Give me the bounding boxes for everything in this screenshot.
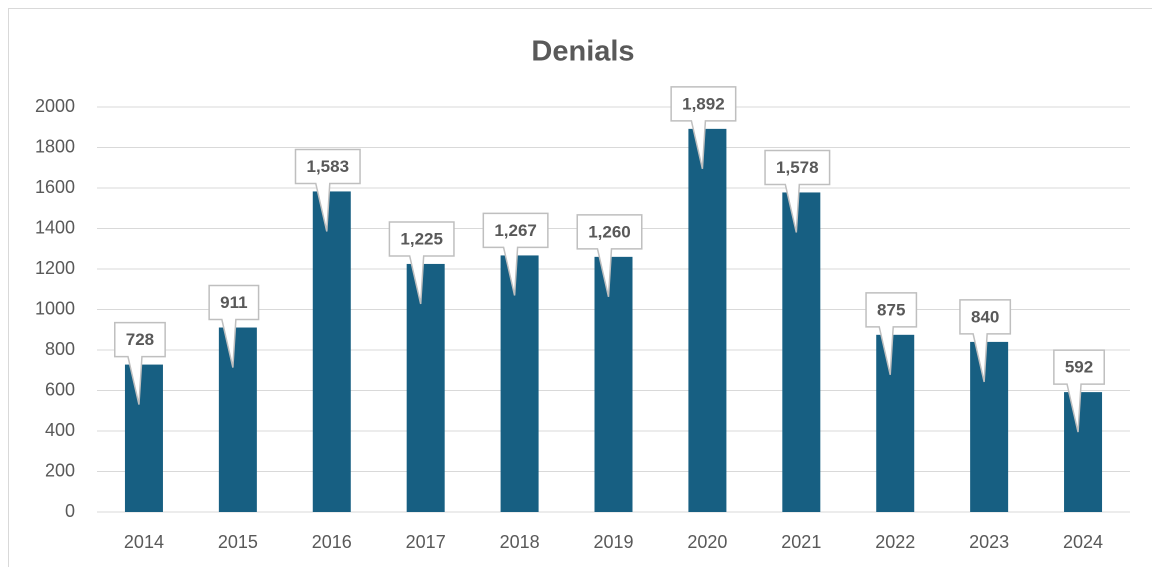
- data-label-callout: [670, 86, 737, 170]
- y-tick-label: 1000: [35, 298, 75, 318]
- chart-title: Denials: [531, 36, 634, 68]
- bar: [876, 334, 915, 512]
- data-label-callout: [1053, 349, 1105, 433]
- data-label-callout: [865, 292, 918, 375]
- data-label: 592: [1065, 358, 1093, 377]
- y-tick-label: 1400: [35, 217, 75, 237]
- data-label-callout: [208, 284, 260, 368]
- y-tick-label: 1800: [35, 136, 75, 156]
- data-label-callout: [388, 221, 455, 305]
- bar: [688, 128, 727, 512]
- x-tick-label: 2015: [218, 532, 258, 552]
- data-label: 728: [126, 330, 154, 349]
- x-tick-label: 2020: [687, 532, 727, 552]
- data-label-callout: [576, 214, 643, 298]
- x-tick-label: 2018: [500, 532, 540, 552]
- bar: [218, 327, 257, 512]
- data-label-callout: [764, 149, 831, 233]
- data-label-callout: [294, 148, 361, 232]
- data-label: 911: [220, 293, 247, 312]
- x-tick-label: 2016: [312, 532, 352, 552]
- x-tick-label: 2021: [781, 532, 821, 552]
- data-label: 1,583: [306, 157, 349, 176]
- bar: [124, 364, 163, 512]
- x-tick-label: 2024: [1063, 532, 1103, 552]
- y-tick-label: 200: [45, 460, 75, 480]
- data-label-callout: [959, 299, 1012, 383]
- bar: [406, 263, 445, 512]
- x-tick-label: 2023: [969, 532, 1009, 552]
- data-label: 1,892: [682, 94, 725, 113]
- bar: [594, 256, 633, 512]
- x-tick-label: 2019: [593, 532, 633, 552]
- x-tick-label: 2022: [875, 532, 915, 552]
- data-label-callout: [114, 321, 166, 405]
- data-label: 875: [877, 300, 905, 319]
- data-label: 1,267: [494, 221, 537, 240]
- data-label: 1,578: [776, 158, 819, 177]
- data-label: 1,260: [588, 222, 631, 241]
- bar: [1064, 392, 1103, 512]
- y-tick-label: 1600: [35, 177, 75, 197]
- y-tick-label: 0: [65, 501, 75, 521]
- data-label: 1,225: [400, 229, 443, 248]
- data-label: 840: [971, 307, 999, 326]
- data-label-callout: [482, 212, 549, 296]
- y-tick-label: 1200: [35, 258, 75, 278]
- bar: [312, 191, 351, 512]
- x-tick-label: 2014: [124, 532, 164, 552]
- bar: [970, 341, 1009, 512]
- y-tick-label: 600: [45, 379, 75, 399]
- x-tick-label: 2017: [406, 532, 446, 552]
- y-tick-label: 2000: [35, 96, 75, 116]
- bar: [782, 192, 821, 512]
- y-tick-label: 800: [45, 339, 75, 359]
- chart-frame: [8, 8, 1152, 567]
- y-tick-label: 400: [45, 420, 75, 440]
- bar: [500, 255, 539, 512]
